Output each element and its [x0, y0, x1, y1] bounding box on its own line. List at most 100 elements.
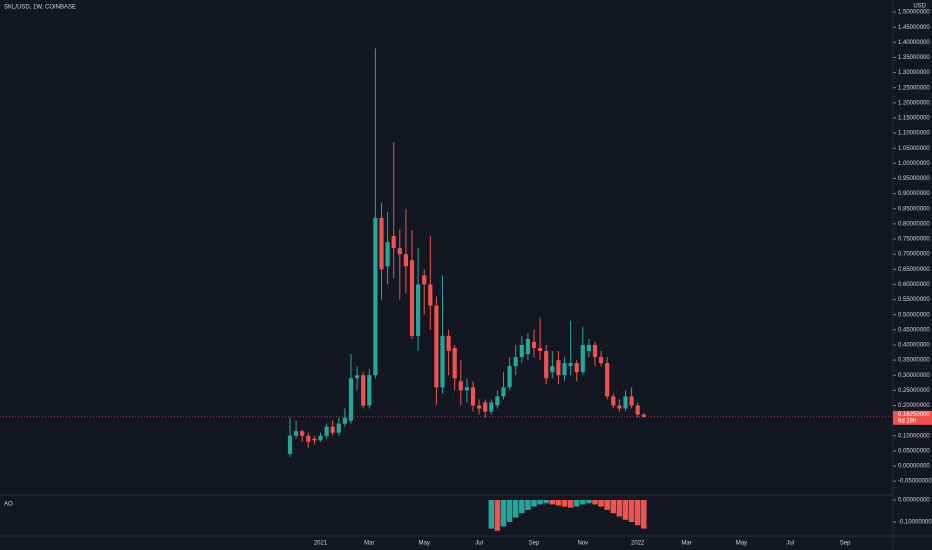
x-tick-label: May — [736, 541, 747, 547]
y-tick-label: 1.10000000 — [898, 131, 930, 137]
ao-bar — [555, 500, 562, 506]
candle-body — [611, 396, 616, 406]
ao-bar — [604, 500, 610, 510]
y-tick-label: -0.10000000 — [898, 520, 932, 526]
x-tick-label: Mar — [364, 541, 374, 547]
candle-body — [605, 363, 610, 397]
countdown: 6d 19h — [898, 418, 916, 424]
ao-bar — [628, 500, 635, 522]
y-tick-label: 0.45000000 — [898, 327, 930, 333]
currency: USD — [913, 4, 926, 10]
candle-body — [477, 405, 482, 409]
candle-body — [501, 387, 506, 397]
candle-body — [434, 305, 439, 388]
y-tick-label: 1.45000000 — [898, 25, 930, 31]
candle-body — [391, 236, 396, 249]
y-tick-label: 0.00000000 — [898, 464, 930, 470]
symbol-title: SKL/USD, 1W, COINBASE — [4, 5, 76, 11]
x-tick-label: 2021 — [314, 541, 328, 547]
candle-body — [294, 431, 299, 436]
candle-body — [556, 360, 561, 376]
candle-body — [519, 344, 524, 358]
y-tick-label: 0.35000000 — [898, 358, 930, 364]
candle-body — [379, 217, 384, 270]
candle-body — [287, 435, 293, 454]
y-tick-label: 0.95000000 — [898, 176, 930, 182]
last-price-tag — [893, 410, 932, 425]
y-tick-label: 0.65000000 — [898, 267, 930, 273]
candle-body — [574, 363, 579, 373]
ao-bar — [616, 500, 623, 517]
candle-body — [324, 426, 329, 436]
x-tick-label: May — [419, 541, 430, 547]
candle-body — [507, 366, 512, 388]
ao-bar — [537, 500, 543, 505]
candle-body — [525, 338, 530, 355]
candle-body — [397, 248, 402, 255]
ao-bar — [488, 500, 495, 529]
y-tick-label: 0.25000000 — [898, 388, 930, 394]
ao-bar — [586, 500, 592, 504]
candle-body — [562, 363, 567, 376]
ao-bar — [567, 500, 574, 508]
ao-bar — [494, 500, 501, 531]
y-tick-label: -0.05000000 — [898, 479, 932, 485]
candle-body — [617, 405, 622, 409]
candle-body — [568, 363, 573, 367]
ao-bar — [512, 500, 519, 518]
ao-bar — [531, 500, 537, 507]
y-tick-label: 0.90000000 — [898, 191, 930, 197]
candle-body — [336, 423, 341, 433]
x-tick-label: Nov — [577, 541, 588, 547]
ao-bar — [549, 500, 556, 505]
y-tick-label: 0.60000000 — [898, 282, 930, 288]
y-tick-label: 1.30000000 — [898, 70, 930, 76]
indicator-title: AO — [4, 502, 13, 508]
y-tick-label: 0.05000000 — [898, 448, 930, 454]
candle-body — [367, 375, 372, 406]
candle-body — [592, 344, 598, 358]
candle-body — [440, 335, 445, 388]
candle-body — [318, 435, 323, 441]
ao-bar — [610, 500, 617, 514]
y-tick-label: 0.40000000 — [898, 343, 930, 349]
candle-body — [428, 284, 433, 306]
x-tick-label: 2022 — [631, 541, 645, 547]
candle-body — [586, 344, 591, 352]
candle-body — [422, 275, 427, 285]
y-tick-label: 1.05000000 — [898, 146, 930, 152]
candle-body — [458, 381, 463, 391]
candle-body — [489, 402, 494, 412]
y-tick-label: 1.50000000 — [898, 10, 930, 16]
candle-body — [599, 357, 604, 364]
y-tick-label: 0.00000000 — [898, 498, 930, 504]
candle-body — [306, 435, 311, 442]
ao-bar — [506, 500, 513, 522]
candle-body — [629, 396, 634, 406]
candle-body — [300, 431, 305, 436]
ao-bar — [592, 500, 598, 505]
candle-body — [464, 387, 469, 391]
y-tick-label: 0.20000000 — [898, 403, 930, 409]
y-tick-label: 0.75000000 — [898, 237, 930, 243]
y-tick-label: 0.30000000 — [898, 373, 930, 379]
ao-bar — [519, 500, 525, 514]
x-tick-label: Jul — [475, 541, 483, 547]
ao-bar — [634, 500, 641, 526]
candle-body — [409, 260, 415, 336]
candle-body — [641, 414, 646, 417]
y-tick-label: 0.50000000 — [898, 312, 930, 318]
candle-body — [355, 375, 360, 379]
candle-body — [403, 254, 408, 267]
candle-body — [312, 438, 317, 441]
candle-body — [495, 396, 500, 406]
candle-body — [330, 426, 335, 433]
candle-body — [544, 351, 549, 379]
y-tick-label: 1.35000000 — [898, 55, 930, 61]
y-tick-label: 1.40000000 — [898, 40, 930, 46]
ao-bar — [525, 500, 531, 510]
y-tick-label: 1.20000000 — [898, 100, 930, 106]
ao-bar — [622, 500, 629, 520]
ao-bar — [500, 500, 507, 527]
